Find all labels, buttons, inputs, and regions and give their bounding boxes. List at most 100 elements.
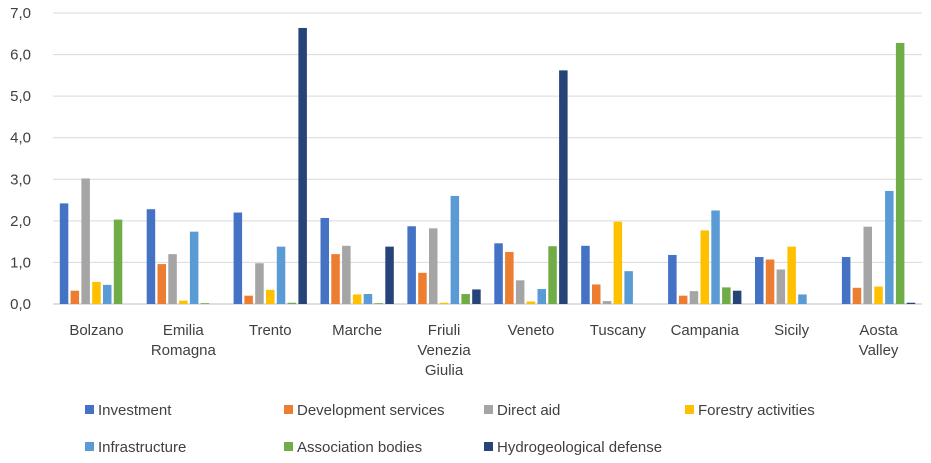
- bar: [92, 281, 101, 304]
- bar: [233, 212, 243, 304]
- bar: [874, 286, 883, 304]
- y-tick-label: 4,0: [10, 130, 31, 147]
- bar: [189, 231, 199, 304]
- legend-swatch: [284, 405, 293, 414]
- legend-swatch: [484, 442, 493, 451]
- bar: [320, 217, 329, 304]
- bar: [852, 287, 862, 304]
- bar: [776, 269, 786, 304]
- legend-label: Infrastructure: [98, 439, 186, 456]
- legend: Investment Development services Direct aid…: [85, 402, 815, 456]
- bar: [418, 272, 427, 304]
- bar: [450, 195, 460, 304]
- bar: [885, 190, 894, 304]
- x-tick-label: Sicily: [774, 322, 810, 339]
- bar: [537, 289, 546, 304]
- x-tick-label: Giulia: [425, 362, 464, 379]
- legend-label: Direct aid: [497, 402, 560, 419]
- bar: [624, 271, 633, 304]
- bar: [755, 257, 764, 304]
- bar: [266, 289, 275, 304]
- bar: [678, 295, 688, 304]
- x-tick-label: Campania: [671, 322, 740, 339]
- bar: [331, 254, 340, 304]
- bars: [59, 27, 916, 305]
- bar: [429, 228, 438, 304]
- bar: [146, 209, 156, 304]
- bar: [602, 301, 612, 304]
- legend-swatch: [284, 442, 293, 451]
- bar: [689, 291, 699, 304]
- bar: [668, 254, 677, 304]
- x-tick-label: Trento: [249, 322, 292, 339]
- legend-swatch: [484, 405, 493, 414]
- legend-label: Association bodies: [297, 439, 422, 456]
- legend-label: Investment: [98, 402, 172, 419]
- bar: [244, 295, 253, 304]
- bar: [439, 302, 449, 304]
- bar: [113, 219, 123, 304]
- y-tick-label: 2,0: [10, 213, 31, 230]
- bar: [526, 301, 536, 304]
- x-tick-label: Bolzano: [69, 322, 123, 339]
- bar: [711, 210, 720, 304]
- bar: [461, 294, 470, 304]
- x-tick-label: Veneto: [508, 322, 555, 339]
- bar: [103, 284, 112, 304]
- bar: [581, 245, 590, 304]
- bar: [287, 302, 297, 304]
- x-tick-label: Aosta: [859, 322, 898, 339]
- y-tick-label: 1,0: [10, 254, 31, 271]
- legend-label: Forestry activities: [698, 402, 815, 419]
- bar: [200, 303, 210, 304]
- bar: [59, 203, 69, 304]
- bar: [732, 290, 742, 304]
- y-tick-label: 5,0: [10, 88, 31, 105]
- bar: [505, 252, 514, 304]
- bar: [352, 294, 362, 304]
- x-tick-label: Marche: [332, 322, 382, 339]
- x-tick-label: Tuscany: [590, 322, 647, 339]
- y-tick-label: 6,0: [10, 47, 31, 64]
- bar: [592, 284, 601, 304]
- bar: [798, 294, 807, 304]
- legend-swatch: [685, 405, 694, 414]
- legend-swatch: [85, 442, 94, 451]
- bar: [700, 230, 709, 304]
- legend-label: Development services: [297, 402, 445, 419]
- bar: [472, 289, 481, 304]
- x-tick-label: Emilia: [163, 322, 204, 339]
- x-tick-label: Friuli: [428, 322, 461, 339]
- x-axis: Bolzano Emilia Romagna Trento Marche Friuli Ve…: [69, 322, 899, 379]
- bar: [168, 254, 177, 304]
- legend-label: Hydrogeological defense: [497, 439, 662, 456]
- bar: [494, 243, 503, 304]
- bar: [255, 263, 264, 304]
- bar: [515, 280, 525, 304]
- x-tick-label: Valley: [859, 342, 899, 359]
- bar: [895, 42, 905, 304]
- bar: [342, 245, 351, 304]
- bar: [81, 178, 90, 304]
- y-tick-label: 7,0: [10, 5, 31, 22]
- bar: [385, 246, 394, 304]
- bar: [374, 303, 383, 304]
- x-tick-label: Venezia: [417, 342, 471, 359]
- bar: [906, 302, 916, 304]
- bar: [863, 226, 872, 304]
- bar: [276, 246, 286, 304]
- bar: [298, 27, 307, 305]
- y-tick-label: 3,0: [10, 171, 31, 188]
- bar: [407, 226, 416, 304]
- bar: [787, 246, 796, 304]
- bar: [765, 259, 775, 304]
- bar: [559, 70, 568, 305]
- y-tick-label: 0,0: [10, 296, 31, 313]
- bar: [613, 221, 623, 304]
- bar: [363, 294, 373, 304]
- bar: [179, 300, 188, 304]
- y-axis: 0,0 1,0 2,0 3,0 4,0 5,0 6,0 7,0: [10, 5, 31, 313]
- x-tick-label: Romagna: [151, 342, 217, 359]
- bar: [157, 264, 166, 304]
